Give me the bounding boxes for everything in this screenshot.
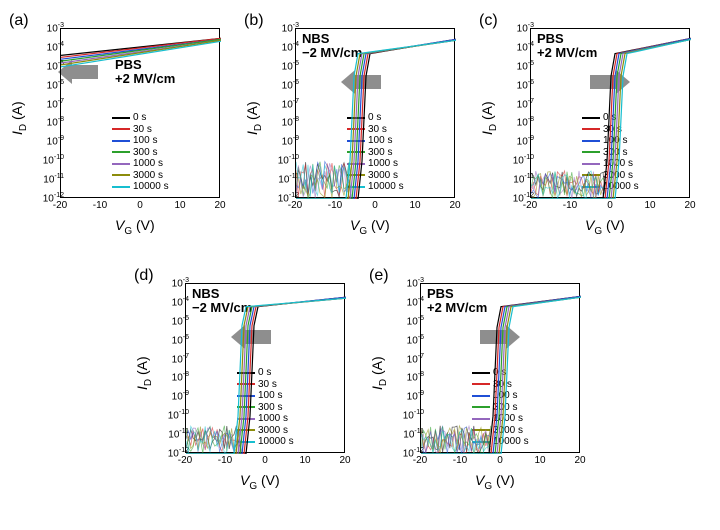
xtick-label: -20 [283,200,307,211]
panel-b: (b)10-1210-1110-1010-910-810-710-610-510… [240,10,465,250]
panel-c: (c)10-1210-1110-1010-910-810-710-610-510… [475,10,700,250]
xtick-label: -20 [518,200,542,211]
panel-d: (d)10-1210-1110-1010-910-810-710-610-510… [130,265,355,505]
y-axis-label: ID (A) [134,356,154,390]
xtick-label: 0 [488,455,512,466]
xtick-label: 20 [333,455,357,466]
curves [296,29,456,199]
panel-e: (e)10-1210-1110-1010-910-810-710-610-510… [365,265,590,505]
xtick-label: -10 [88,200,112,211]
row-top: (a)10-1210-1110-1010-910-810-710-610-510… [0,10,705,250]
xtick-label: -20 [173,455,197,466]
curves [186,284,346,454]
x-axis-label: VG (V) [585,217,625,237]
xtick-label: 10 [403,200,427,211]
plot-area [295,28,455,198]
xtick-label: 20 [568,455,592,466]
xtick-label: 0 [253,455,277,466]
xtick-label: -10 [323,200,347,211]
xtick-label: -20 [408,455,432,466]
curves [531,29,691,199]
curves [421,284,581,454]
xtick-label: 10 [168,200,192,211]
xtick-label: 20 [443,200,467,211]
panel-label: (c) [479,12,498,30]
y-axis-label: ID (A) [479,101,499,135]
xtick-label: 10 [528,455,552,466]
plot-area [60,28,220,198]
xtick-label: 20 [208,200,232,211]
curves [61,29,221,199]
panel-a: (a)10-1210-1110-1010-910-810-710-610-510… [5,10,230,250]
xtick-label: -20 [48,200,72,211]
xtick-label: 0 [128,200,152,211]
plot-area [420,283,580,453]
row-bottom: (d)10-1210-1110-1010-910-810-710-610-510… [125,265,595,505]
y-axis-label: ID (A) [369,356,389,390]
x-axis-label: VG (V) [475,472,515,492]
xtick-label: -10 [448,455,472,466]
xtick-label: 0 [598,200,622,211]
panel-label: (e) [369,267,389,285]
y-axis-label: ID (A) [9,101,29,135]
xtick-label: 10 [638,200,662,211]
y-axis-label: ID (A) [244,101,264,135]
panel-label: (b) [244,12,264,30]
xtick-label: 10 [293,455,317,466]
plot-area [530,28,690,198]
panel-label: (a) [9,12,29,30]
panel-label: (d) [134,267,154,285]
xtick-label: 20 [678,200,702,211]
x-axis-label: VG (V) [240,472,280,492]
figure-page: { "layout":{"page_w":720,"page_h":530,"p… [0,0,720,530]
xtick-label: -10 [213,455,237,466]
x-axis-label: VG (V) [115,217,155,237]
x-axis-label: VG (V) [350,217,390,237]
xtick-label: -10 [558,200,582,211]
plot-area [185,283,345,453]
xtick-label: 0 [363,200,387,211]
